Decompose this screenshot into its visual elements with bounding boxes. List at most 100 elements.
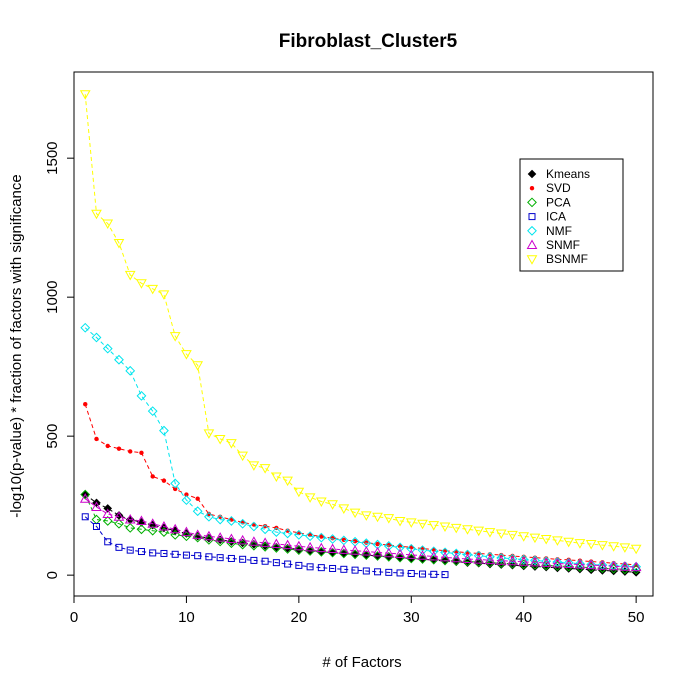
point-snmf — [372, 546, 383, 557]
point-pca — [372, 551, 383, 561]
x-axis: 0 10 20 30 40 50 — [70, 595, 644, 626]
point-bsnmf — [372, 512, 383, 523]
point-snmf — [315, 542, 327, 553]
legend-item-pca: PCA — [527, 195, 571, 209]
point-snmf — [360, 546, 372, 556]
point-ica — [374, 568, 382, 576]
point-bsnmf — [113, 238, 125, 249]
point-pca — [316, 546, 327, 557]
point-ica — [351, 566, 359, 574]
point-pca — [417, 554, 428, 564]
point-svd — [195, 496, 200, 501]
point-nmf — [80, 322, 91, 333]
point-nmf — [136, 390, 147, 401]
point-pca — [440, 555, 450, 566]
point-bsnmf — [462, 525, 473, 535]
y-axis-label: -log10(p-value) * fraction of factors wi… — [8, 174, 25, 518]
point-nmf — [462, 549, 473, 560]
point-bsnmf — [124, 270, 136, 281]
point-nmf — [102, 343, 113, 354]
legend-label-svd: SVD — [546, 181, 571, 195]
point-bsnmf — [79, 90, 91, 100]
point-svd — [116, 446, 122, 451]
point-nmf — [237, 518, 248, 529]
point-nmf — [305, 531, 316, 542]
point-nmf — [316, 532, 327, 543]
point-ica — [149, 549, 157, 557]
point-snmf — [507, 555, 518, 566]
point-nmf — [417, 545, 428, 556]
legend-label-pca: PCA — [546, 195, 571, 209]
legend-label-bsnmf: BSNMF — [546, 252, 588, 266]
point-bsnmf — [495, 529, 507, 539]
point-pca — [204, 534, 214, 545]
point-snmf — [597, 560, 608, 570]
point-bsnmf — [315, 497, 327, 508]
point-bsnmf — [428, 521, 440, 531]
point-bsnmf — [529, 533, 541, 544]
point-ica — [396, 569, 404, 577]
point-bsnmf — [237, 451, 248, 462]
point-snmf — [203, 530, 215, 541]
point-bsnmf — [507, 530, 518, 541]
point-snmf — [282, 539, 293, 550]
point-ica — [205, 553, 213, 561]
point-svd — [206, 511, 212, 517]
point-pca — [271, 543, 282, 553]
point-bsnmf — [226, 439, 237, 449]
point-snmf — [327, 543, 338, 554]
point-svd — [128, 449, 133, 454]
point-nmf — [485, 551, 495, 562]
point-nmf — [395, 542, 405, 553]
point-ica — [182, 551, 190, 559]
point-pca — [215, 536, 226, 547]
point-snmf — [102, 508, 114, 518]
series-line-bsnmf — [84, 94, 637, 550]
plot-frame — [73, 71, 654, 597]
point-ica — [126, 546, 134, 554]
point-ica — [419, 570, 427, 578]
point-bsnmf — [136, 279, 147, 289]
point-snmf — [574, 559, 586, 569]
legend-label-nmf: NMF — [546, 224, 572, 238]
point-snmf — [147, 518, 159, 528]
point-snmf — [158, 520, 170, 531]
point-nmf — [552, 557, 563, 567]
point-ica — [239, 555, 247, 563]
point-pca — [181, 531, 192, 542]
point-nmf — [327, 534, 338, 544]
point-bsnmf — [169, 332, 181, 342]
x-axis-label: # of Factors — [322, 654, 401, 671]
legend-item-kmeans: Kmeans — [527, 167, 590, 181]
point-svd — [251, 522, 257, 527]
point-ica — [385, 568, 393, 576]
point-svd — [217, 514, 223, 519]
point-nmf — [204, 511, 214, 522]
point-snmf — [181, 526, 192, 537]
point-snmf — [585, 559, 597, 570]
point-pca — [282, 544, 293, 554]
series-line-ica — [84, 516, 446, 576]
series-line-svd — [84, 404, 637, 566]
point-nmf — [496, 553, 507, 563]
point-nmf — [451, 548, 462, 559]
point-nmf — [271, 527, 282, 537]
legend-marker-svd — [529, 186, 535, 191]
point-ica — [407, 569, 415, 577]
point-snmf — [518, 556, 530, 566]
point-pca — [350, 549, 360, 560]
point-nmf — [293, 529, 304, 540]
point-nmf — [518, 554, 529, 565]
legend-marker-bsnmf — [526, 255, 538, 265]
point-ica — [115, 543, 123, 551]
point-bsnmf — [405, 518, 417, 528]
point-bsnmf — [394, 516, 406, 527]
point-nmf — [114, 354, 124, 365]
point-nmf — [248, 521, 259, 532]
point-ica — [261, 557, 269, 565]
point-snmf — [79, 493, 91, 503]
point-snmf — [383, 547, 395, 558]
point-pca — [114, 518, 124, 529]
legend-item-svd: SVD — [529, 181, 571, 195]
